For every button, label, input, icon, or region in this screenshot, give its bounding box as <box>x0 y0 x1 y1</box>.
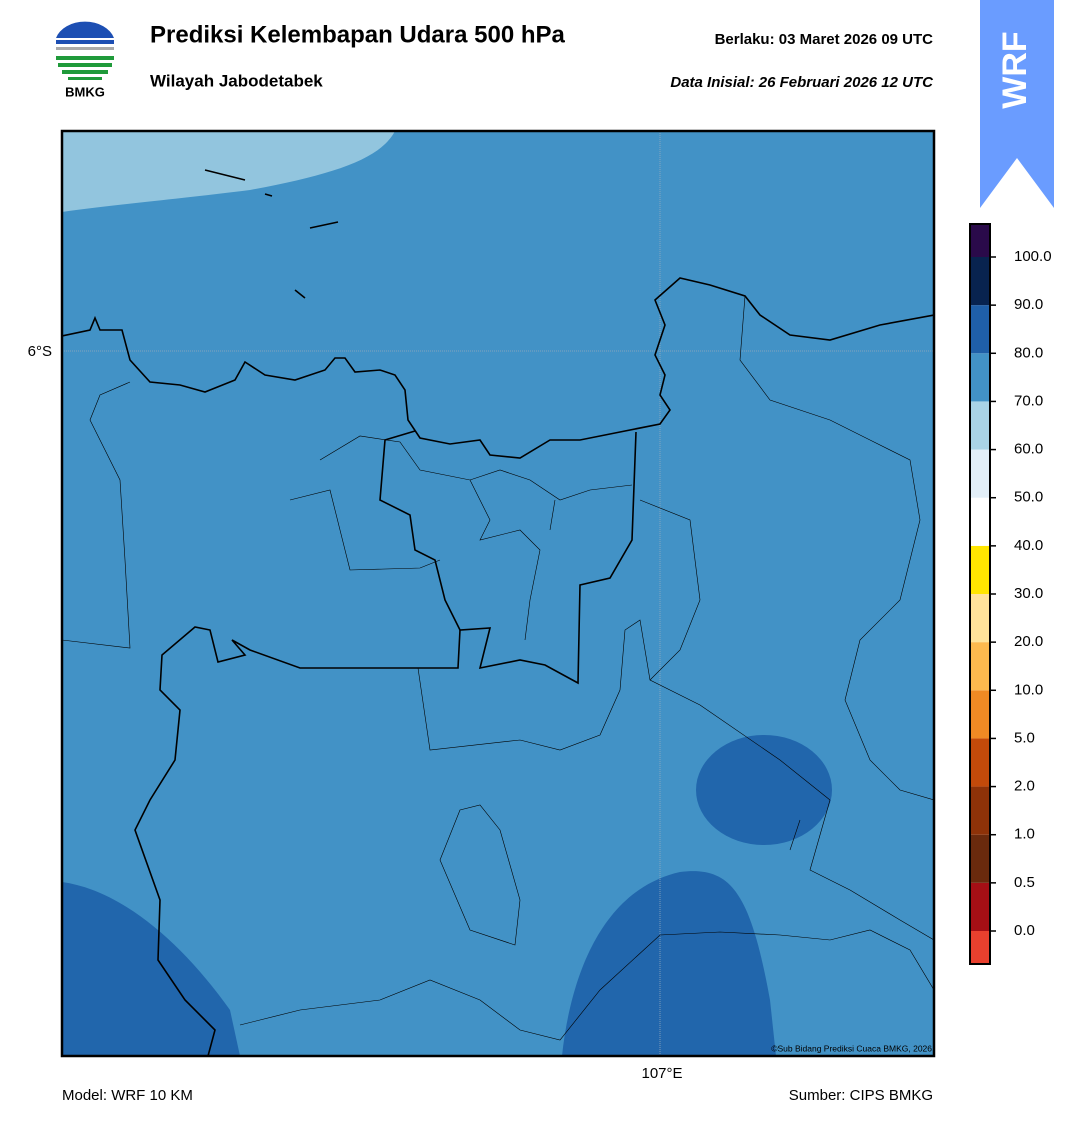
colorbar-segment <box>970 594 990 643</box>
map-frame <box>60 129 936 1058</box>
lat-label: 6°S <box>28 343 52 360</box>
badge <box>980 0 1054 208</box>
colorbar-segment <box>970 257 990 306</box>
colorbar-label: 20.0 <box>1014 633 1043 650</box>
badge-text: WRF <box>996 31 1034 108</box>
colorbar-label: 10.0 <box>1014 681 1043 698</box>
colorbar-label: 80.0 <box>1014 344 1043 361</box>
colorbar-segment <box>970 738 990 787</box>
valid-time: Berlaku: 03 Maret 2026 09 UTC <box>715 31 934 48</box>
colorbar-label: 5.0 <box>1014 729 1035 746</box>
colorbar-label: 40.0 <box>1014 537 1043 554</box>
colorbar-segment <box>970 224 990 257</box>
colorbar-segment <box>970 786 990 835</box>
colorbar-segment <box>970 449 990 498</box>
colorbar-segment <box>970 690 990 739</box>
colorbar-segment <box>970 545 990 594</box>
colorbar-label: 50.0 <box>1014 489 1043 506</box>
colorbar-segment <box>970 931 990 964</box>
colorbar-label: 70.0 <box>1014 392 1043 409</box>
logo: BMKG <box>56 21 114 99</box>
colorbar-label: 0.5 <box>1014 874 1035 891</box>
colorbar-label: 1.0 <box>1014 826 1035 843</box>
colorbar-label: 60.0 <box>1014 441 1043 458</box>
colorbar-segment <box>970 882 990 931</box>
lon-label: 107°E <box>641 1065 682 1082</box>
colorbar-label: 100.0 <box>1014 248 1052 265</box>
colorbar-segment <box>970 497 990 546</box>
colorbar-segment <box>970 353 990 402</box>
colorbar-label: 0.0 <box>1014 922 1035 939</box>
logo-text: BMKG <box>65 84 105 99</box>
footer-model: Model: WRF 10 KM <box>62 1087 193 1104</box>
init-time: Data Inisial: 26 Februari 2026 12 UTC <box>670 74 934 91</box>
credit: ©Sub Bidang Prediksi Cuaca BMKG, 2026 <box>771 1043 932 1053</box>
colorbar-label: 30.0 <box>1014 585 1043 602</box>
footer-source: Sumber: CIPS BMKG <box>789 1087 933 1104</box>
subtitle: Wilayah Jabodetabek <box>150 71 323 90</box>
map: ©Sub Bidang Prediksi Cuaca BMKG, 2026 <box>62 131 934 1056</box>
colorbar-segment <box>970 834 990 883</box>
colorbar-segment <box>970 642 990 691</box>
colorbar-label: 90.0 <box>1014 296 1043 313</box>
title: Prediksi Kelembapan Udara 500 hPa <box>150 21 566 48</box>
colorbar-label: 2.0 <box>1014 778 1035 795</box>
colorbar-segment <box>970 401 990 450</box>
colorbar-segment <box>970 305 990 354</box>
colorbar: 0.0 0.5 1.0 2.0 5.0 10.0 20.0 30.0 40.0 50.0 60.0 7… <box>969 223 1052 965</box>
